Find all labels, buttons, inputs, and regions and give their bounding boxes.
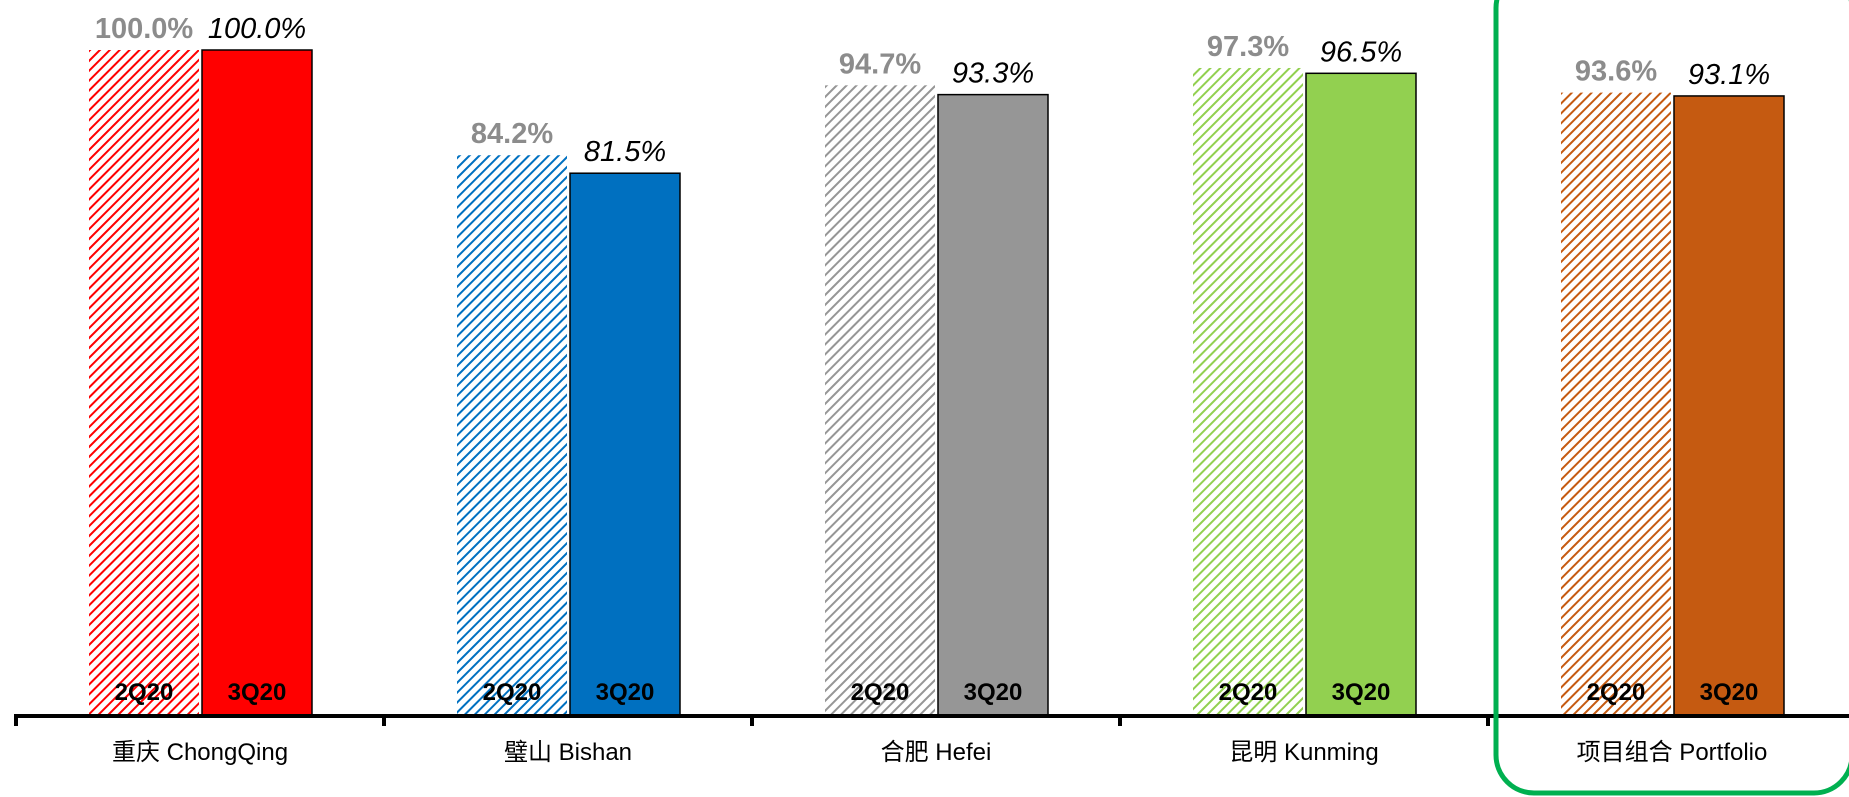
value-label-2q20-4: 93.6% <box>1575 56 1657 88</box>
period-label-3q20-3: 3Q20 <box>1332 679 1391 706</box>
value-label-3q20-0: 100.0% <box>208 13 306 45</box>
bar-2q20-2 <box>825 85 935 717</box>
bar-3q20-2 <box>937 93 1049 717</box>
value-label-2q20-3: 97.3% <box>1207 31 1289 63</box>
period-label-2q20-0: 2Q20 <box>115 679 174 706</box>
bar-3q20-0 <box>201 49 313 717</box>
value-label-3q20-3: 96.5% <box>1320 36 1402 68</box>
labels-layer: 100.0% 100.0% 2Q20 3Q20 重庆 ChongQing 84.2% 81.… <box>95 13 1770 766</box>
bar-3q20-1 <box>569 172 681 717</box>
axis-layer <box>14 0 1849 796</box>
period-label-3q20-0: 3Q20 <box>228 679 287 706</box>
bar-3q20-4 <box>1673 95 1785 717</box>
bar-2q20-4 <box>1561 92 1671 716</box>
period-label-3q20-4: 3Q20 <box>1700 679 1759 706</box>
value-label-3q20-1: 81.5% <box>584 136 666 168</box>
value-label-3q20-4: 93.1% <box>1688 59 1770 91</box>
bar-2q20-3 <box>1193 67 1303 717</box>
period-label-2q20-4: 2Q20 <box>1587 679 1646 706</box>
bars-layer <box>89 49 1785 717</box>
period-label-2q20-3: 2Q20 <box>1219 679 1278 706</box>
bar-3q20-3 <box>1305 72 1417 717</box>
category-label-2: 合肥 Hefei <box>881 739 992 766</box>
value-label-2q20-0: 100.0% <box>95 13 194 45</box>
highlight-box <box>1493 0 1849 796</box>
category-label-0: 重庆 ChongQing <box>112 739 288 766</box>
period-label-2q20-2: 2Q20 <box>851 679 910 706</box>
period-label-3q20-2: 3Q20 <box>964 679 1023 706</box>
value-label-2q20-1: 84.2% <box>471 118 553 150</box>
category-label-1: 璧山 Bishan <box>504 739 632 766</box>
period-label-2q20-1: 2Q20 <box>483 679 542 706</box>
category-label-3: 昆明 Kunming <box>1229 739 1378 766</box>
category-label-4: 项目组合 Portfolio <box>1577 739 1768 766</box>
bar-2q20-1 <box>457 155 567 716</box>
value-label-3q20-2: 93.3% <box>952 58 1034 90</box>
value-label-2q20-2: 94.7% <box>839 48 921 80</box>
bar-2q20-0 <box>89 50 199 716</box>
period-label-3q20-1: 3Q20 <box>596 679 655 706</box>
